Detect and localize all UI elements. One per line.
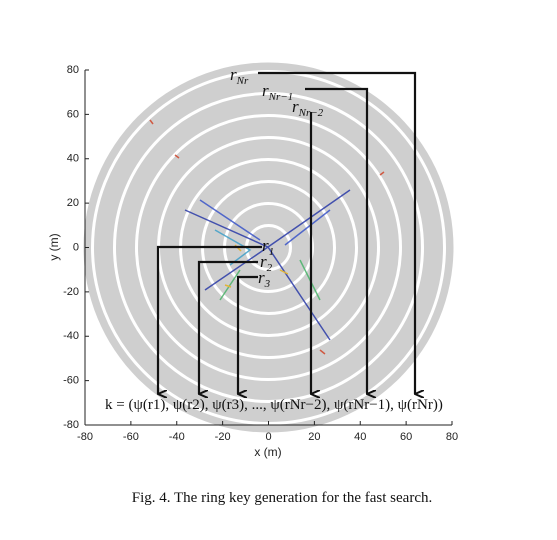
ring-gap [113, 92, 424, 403]
x-tick-label: 80 [446, 431, 458, 443]
y-label: y (m) [47, 233, 61, 260]
y-tick-label: -60 [63, 375, 79, 387]
ring-label-base: r [230, 65, 237, 84]
ring-label-base: r [260, 252, 267, 271]
ring-label-base: r [292, 97, 299, 116]
ring-label-sub: Nr−2 [298, 107, 324, 119]
formula: k = (ψ(r1), ψ(r2), ψ(r3), ..., ψ(rNr−2),… [105, 397, 443, 413]
x-tick-label: 0 [265, 431, 271, 443]
x-tick-label: -80 [77, 431, 93, 443]
x-tick-label: 40 [354, 431, 366, 443]
ring-label-base: r [262, 236, 269, 255]
ring-label-sub: 3 [264, 278, 271, 290]
ring-gap [135, 114, 402, 381]
x-tick-label: -40 [169, 431, 185, 443]
y-tick-label: 80 [67, 64, 79, 76]
ring-label: r2 [260, 252, 273, 274]
ring-label: r3 [258, 268, 271, 290]
x-tick-label: -20 [215, 431, 231, 443]
ticks: -80 -60 -40 -20 0 20 40 60 80 -80 -60 -40 -20 0 20 40 60… [63, 64, 458, 443]
ring-label-sub: Nr [236, 75, 249, 87]
ring-label: r1 [262, 236, 274, 258]
ring-label-sub: 2 [267, 262, 273, 274]
x-tick-label: 60 [400, 431, 412, 443]
y-tick-label: -80 [63, 419, 79, 431]
arrows [156, 71, 415, 394]
x-tick-label: 20 [308, 431, 320, 443]
ring-label-base: r [258, 268, 265, 287]
x-tick-label: -60 [123, 431, 139, 443]
y-tick-label: 60 [67, 108, 79, 120]
ring-label-sub: Nr−1 [268, 91, 294, 103]
ring-label-sub: 1 [269, 246, 275, 258]
y-tick-label: -40 [63, 330, 79, 342]
y-tick-label: -20 [63, 286, 79, 298]
point-cloud [149, 119, 385, 355]
ring-label: rNr−2 [292, 97, 324, 119]
y-tick-label: 0 [73, 241, 79, 253]
y-tick-label: 40 [67, 153, 79, 165]
caption: Fig. 4. The ring key generation for the … [132, 490, 432, 506]
ring-label: rNr−1 [262, 81, 293, 103]
x-label: x (m) [254, 445, 281, 459]
y-tick-label: 20 [67, 197, 79, 209]
ring-label: rNr [230, 65, 249, 87]
ring-label-base: r [262, 81, 269, 100]
